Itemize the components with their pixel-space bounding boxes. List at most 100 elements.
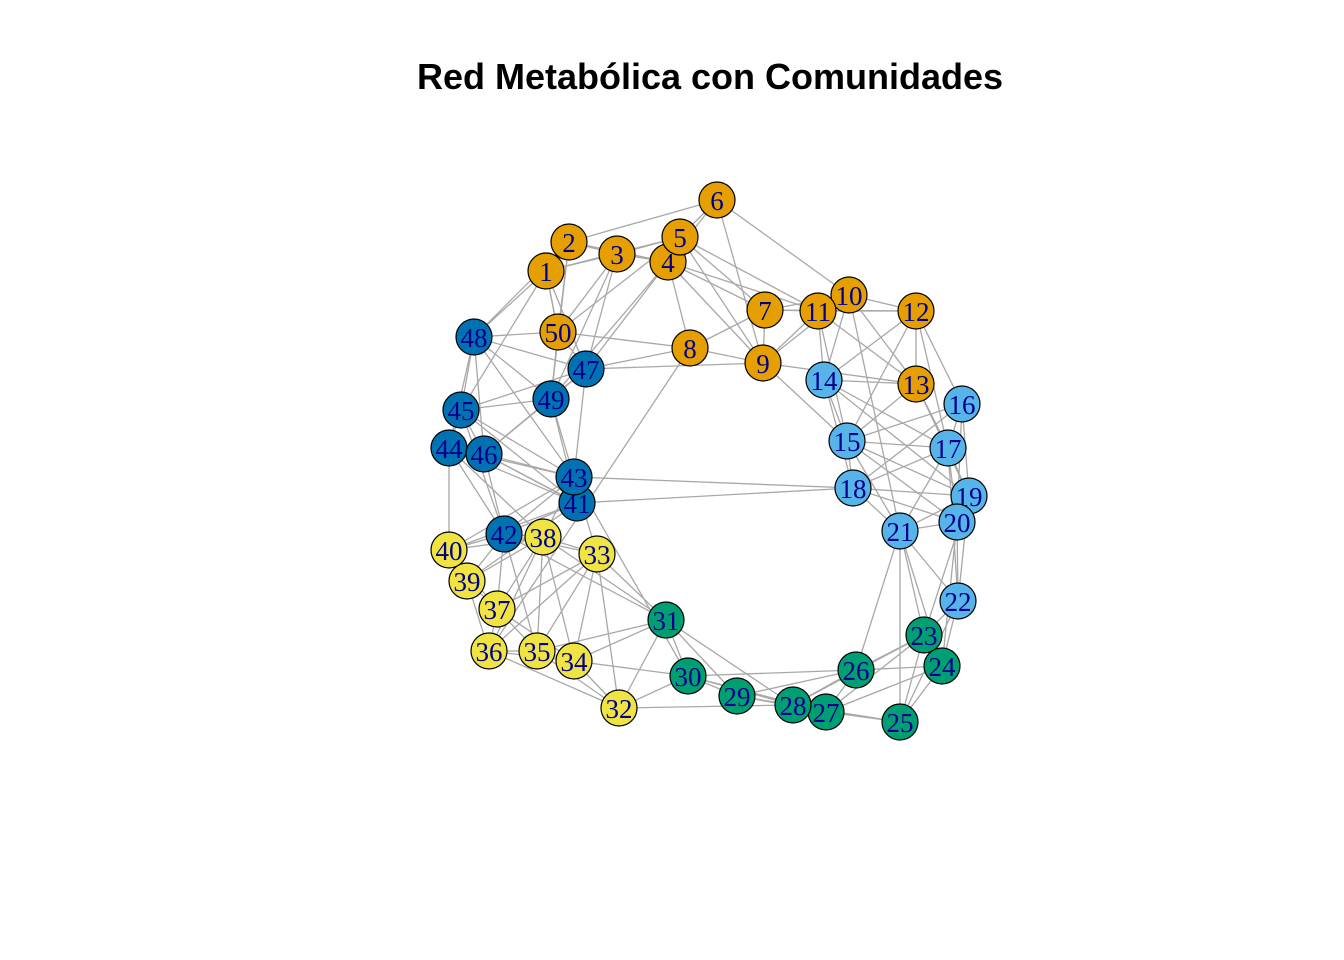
node-27: 27 — [807, 693, 845, 731]
node-label: 6 — [710, 186, 724, 216]
node-circle — [881, 703, 919, 741]
node-24: 24 — [923, 647, 961, 685]
node-label: 12 — [903, 297, 930, 327]
edge-28-31 — [665, 619, 794, 706]
node-label: 20 — [944, 508, 971, 538]
node-circle — [448, 562, 486, 600]
node-18: 18 — [834, 469, 872, 507]
node-39: 39 — [448, 562, 486, 600]
node-36: 36 — [470, 632, 508, 670]
node-10: 10 — [830, 276, 868, 314]
node-circle — [834, 469, 872, 507]
node-circle — [518, 632, 556, 670]
node-11: 11 — [799, 292, 837, 330]
edge-15-16 — [846, 403, 963, 442]
edge-10-21 — [848, 294, 901, 532]
edge-18-43 — [573, 476, 854, 489]
edge-24-27 — [825, 665, 943, 713]
edge-31-38 — [542, 536, 667, 621]
node-label: 10 — [836, 281, 863, 311]
edge-12-14 — [823, 310, 917, 381]
node-label: 36 — [476, 637, 503, 667]
node-label: 25 — [887, 708, 914, 738]
node-circle — [828, 422, 866, 460]
node-circle — [830, 276, 868, 314]
node-circle — [524, 518, 562, 556]
edge-14-19 — [823, 379, 970, 497]
node-circle — [550, 223, 588, 261]
edge-15-20 — [846, 440, 958, 523]
node-circle — [929, 429, 967, 467]
node-label: 46 — [471, 440, 498, 470]
node-circle — [598, 235, 636, 273]
node-circle — [470, 632, 508, 670]
edge-47-9 — [585, 362, 764, 370]
node-label: 42 — [491, 520, 518, 550]
node-circle — [799, 292, 837, 330]
edge-9-15 — [762, 362, 848, 442]
node-circle — [465, 435, 503, 473]
node-label: 43 — [561, 463, 588, 493]
node-label: 11 — [805, 297, 831, 327]
node-circle — [923, 647, 961, 685]
node-20: 20 — [938, 503, 976, 541]
node-37: 37 — [478, 590, 516, 628]
edge-33-36 — [488, 553, 598, 652]
node-16: 16 — [943, 385, 981, 423]
edge-4-9 — [667, 261, 764, 364]
node-label: 50 — [545, 318, 572, 348]
node-label: 44 — [436, 434, 464, 464]
node-circle — [442, 391, 480, 429]
edge-23-27 — [825, 634, 925, 713]
node-33: 33 — [578, 535, 616, 573]
node-label: 15 — [834, 427, 861, 457]
edge-16-18 — [852, 403, 963, 489]
node-35: 35 — [518, 632, 556, 670]
edge-12-15 — [846, 310, 917, 442]
node-label: 35 — [524, 637, 551, 667]
node-8: 8 — [671, 329, 709, 367]
edge-21-26 — [855, 530, 901, 671]
edge-39-41 — [466, 502, 578, 582]
node-45: 45 — [442, 391, 480, 429]
node-circle — [555, 642, 593, 680]
node-6: 6 — [698, 181, 736, 219]
edge-30-34 — [573, 660, 689, 677]
edge-5-9 — [679, 236, 764, 364]
node-9: 9 — [744, 344, 782, 382]
node-46: 46 — [465, 435, 503, 473]
node-circle — [897, 292, 935, 330]
node-26: 26 — [837, 651, 875, 689]
node-label: 37 — [484, 595, 511, 625]
node-circle — [897, 365, 935, 403]
node-circle — [746, 291, 784, 329]
edge-26-30 — [687, 669, 857, 677]
node-circle — [647, 601, 685, 639]
node-label: 8 — [683, 334, 697, 364]
node-1: 1 — [527, 252, 565, 290]
node-label: 26 — [843, 656, 870, 686]
node-48: 48 — [455, 318, 493, 356]
node-label: 13 — [903, 370, 930, 400]
node-label: 2 — [562, 228, 576, 258]
node-29: 29 — [718, 677, 756, 715]
node-circle — [805, 361, 843, 399]
node-47: 47 — [567, 350, 605, 388]
node-32: 32 — [600, 689, 638, 727]
edge-49-3 — [550, 253, 618, 400]
node-label: 45 — [448, 396, 475, 426]
node-label: 27 — [813, 698, 840, 728]
node-30: 30 — [669, 657, 707, 695]
node-label: 17 — [935, 434, 962, 464]
edge-18-19 — [852, 487, 970, 497]
node-circle — [455, 318, 493, 356]
edge-4-11 — [667, 261, 819, 312]
edge-6-9 — [716, 199, 764, 364]
edge-46-48 — [473, 336, 485, 455]
edge-5-7 — [679, 236, 766, 311]
node-label: 31 — [653, 606, 680, 636]
edge-35-42 — [503, 533, 538, 652]
node-50: 50 — [539, 313, 577, 351]
